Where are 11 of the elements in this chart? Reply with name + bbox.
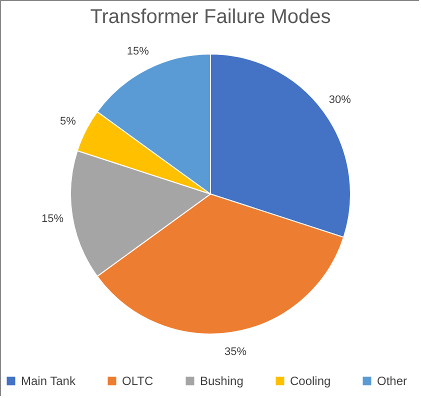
data-label: 35% [224,346,247,358]
legend-label: Main Tank [21,374,76,388]
legend-label: OLTC [122,374,154,388]
legend-label: Cooling [290,374,331,388]
chart-title: Transformer Failure Modes [90,6,331,28]
legend-label: Other [377,374,408,388]
data-label: 5% [60,115,76,128]
legend-label: Bushing [200,374,244,388]
data-label: 30% [328,94,352,106]
data-label: 15% [41,213,64,226]
data-label: 15% [126,45,150,58]
